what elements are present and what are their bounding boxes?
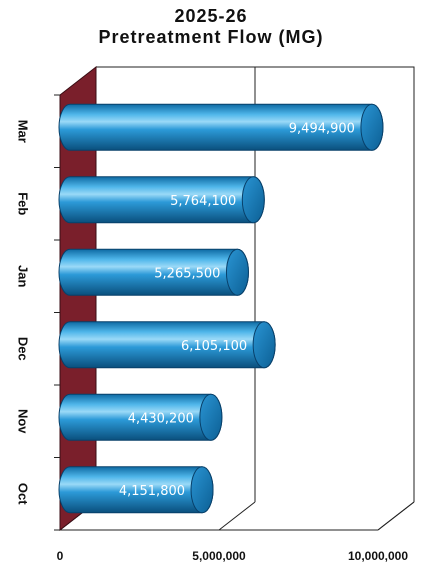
bar-value-label: 4,151,800 <box>119 484 185 499</box>
bar-value-label: 4,430,200 <box>128 411 194 426</box>
bar-value-label: 6,105,100 <box>181 339 247 354</box>
y-tick-label: Feb <box>16 192 31 215</box>
y-tick-label: Jan <box>16 265 31 287</box>
bar-end-cap <box>199 393 223 441</box>
bar: 5,265,500 <box>58 248 249 296</box>
bar: 5,764,100 <box>58 176 265 224</box>
bar-value-label: 9,494,900 <box>289 121 355 136</box>
axis-ticks: Mar Feb Jan Dec Nov Oct 0 5,000,000 10,000,000 <box>16 120 409 563</box>
x-tick-label: 5,000,000 <box>192 549 246 563</box>
y-tick-label: Nov <box>16 409 31 434</box>
bar-value-label: 5,265,500 <box>154 266 220 281</box>
y-tick-label: Mar <box>16 120 31 143</box>
bar-value-label: 5,764,100 <box>170 194 236 209</box>
bar: 4,151,800 <box>58 466 214 514</box>
bar-end-cap <box>190 466 214 514</box>
bar-end-cap <box>225 248 249 296</box>
x-tick-label: 10,000,000 <box>348 549 408 563</box>
chart-title: 2025-26 Pretreatment Flow (MG) <box>0 6 422 48</box>
bar: 9,494,900 <box>58 103 384 151</box>
bar-end-cap <box>241 176 265 224</box>
chart-title-line-2: Pretreatment Flow (MG) <box>98 27 324 47</box>
bar-series: 9,494,900 5,764,100 5,265,500 6,105,100 4,43… <box>58 103 384 514</box>
bar-end-cap <box>252 321 276 369</box>
x-tick-label: 0 <box>57 549 64 563</box>
gridline-floor <box>218 501 256 531</box>
floor-right-edge <box>377 501 415 531</box>
chart-title-line-1: 2025-26 <box>174 6 248 26</box>
bar: 6,105,100 <box>58 321 276 369</box>
bar-end-cap <box>360 103 384 151</box>
y-tick-label: Dec <box>16 337 31 361</box>
bar: 4,430,200 <box>58 393 223 441</box>
y-tick-label: Oct <box>16 483 31 505</box>
